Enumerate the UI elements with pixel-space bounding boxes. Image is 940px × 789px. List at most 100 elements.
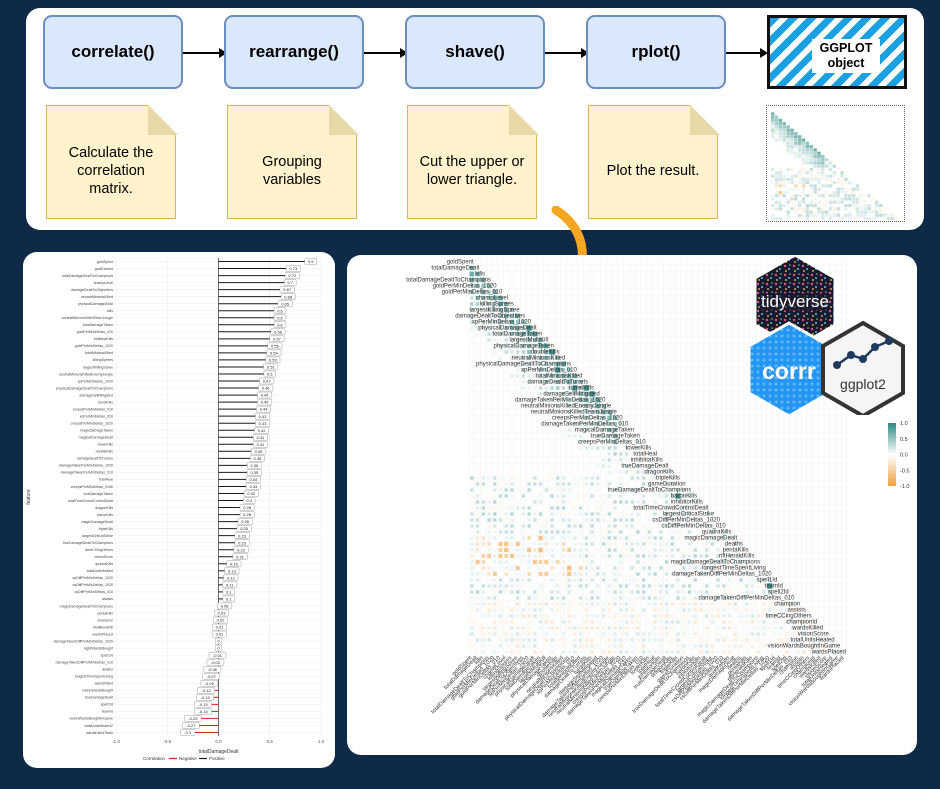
value-label-box: [258, 384, 274, 392]
value-label-box: [203, 666, 222, 673]
heatmap-cell: [647, 500, 652, 504]
heatmap-cell: [676, 602, 680, 606]
heatmap-cell: [475, 620, 480, 624]
heatmap-cell: [475, 506, 480, 510]
heatmap-cell: [538, 626, 543, 630]
row-label: inhibitorKills: [671, 500, 703, 506]
row-label: xpPerMinDeltas_010: [521, 368, 577, 374]
heatmap-cell: [538, 620, 543, 624]
thumbnail-cell: [797, 207, 802, 211]
heatmap-cell: [544, 368, 549, 372]
heatmap-cell: [630, 446, 634, 450]
heatmap-cell: [504, 482, 508, 486]
thumbnail-cell: [817, 161, 821, 165]
heatmap-cell: [745, 584, 749, 588]
thumbnail-cell: [782, 125, 787, 129]
heatmap-cell: [579, 530, 583, 534]
heatmap-cell: [487, 566, 491, 570]
thumbnail-cell: [771, 181, 775, 185]
thumbnail-cell: [828, 207, 833, 211]
heatmap-cell: [659, 494, 663, 498]
value-label: -0.15: [199, 702, 209, 707]
heatmap-cell: [556, 500, 560, 504]
heatmap-cell: [659, 530, 663, 534]
category-label: spell2Id: [101, 703, 113, 707]
value-label-box: [222, 588, 235, 596]
thumbnail-cell: [817, 213, 821, 217]
row-label: largestKillingSpree: [470, 308, 521, 314]
value-label: 0.38: [254, 456, 263, 461]
heatmap-cell: [636, 530, 640, 534]
heatmap-cell: [567, 565, 572, 571]
heatmap-cell: [642, 596, 646, 600]
thumbnail-cell: [821, 203, 825, 208]
heatmap-cell: [470, 320, 474, 324]
heatmap-cell: [521, 344, 526, 348]
thumbnail-cell: [794, 131, 798, 136]
value-label-box: [239, 504, 255, 511]
heatmap-cell: [556, 422, 560, 426]
heatmap-cell: [567, 524, 571, 528]
heatmap-cell: [544, 548, 548, 552]
heatmap-cell: [544, 343, 549, 349]
heatmap-cell: [567, 590, 571, 594]
thumbnail-cell: [878, 213, 883, 217]
heatmap-cell: [544, 638, 548, 642]
heatmap-cell: [756, 566, 760, 570]
heatmap-cell: [504, 560, 508, 564]
heatmap-cell: [590, 578, 594, 582]
heatmap-cell: [664, 512, 669, 516]
heatmap-cell: [710, 620, 715, 624]
heatmap-cell: [613, 494, 617, 498]
heatmap-cell: [510, 632, 514, 636]
heatmap-cell: [722, 620, 726, 624]
heatmap-cell: [596, 434, 600, 438]
heatmap-cell: [504, 344, 508, 348]
heatmap-cell: [487, 308, 491, 312]
heatmap-cell: [493, 590, 497, 594]
heatmap-cell: [481, 289, 486, 295]
heatmap-cell: [573, 476, 577, 480]
heatmap-cell: [624, 512, 629, 516]
heatmap-cell: [659, 518, 663, 522]
heatmap-cell: [642, 554, 646, 558]
heatmap-cell: [510, 608, 514, 612]
heatmap-cell: [624, 452, 629, 456]
heatmap-cell: [596, 644, 600, 648]
heatmap-cell: [653, 518, 657, 522]
heatmap-cell: [687, 590, 692, 594]
heatmap-cell: [527, 512, 531, 516]
value-label: 0.35: [250, 470, 259, 475]
heatmap-cell: [573, 596, 577, 600]
heatmap-cell: [653, 602, 657, 606]
thumbnail-cell: [840, 184, 844, 188]
thumbnail-cell: [778, 203, 783, 208]
thumbnail-cell: [851, 194, 856, 198]
thumbnail-cell: [851, 203, 856, 208]
heatmap-cell: [750, 620, 755, 624]
heatmap-cell: [493, 506, 497, 510]
row-label: damageTakenPerMinDeltas_1020: [515, 398, 606, 404]
heatmap-cell: [619, 488, 623, 492]
heatmap-cell: [682, 620, 686, 624]
heatmap-cell: [573, 542, 577, 546]
thumbnail-cell: [844, 177, 848, 181]
heatmap-cell: [498, 488, 503, 492]
thumbnail-cell: [778, 167, 783, 172]
heatmap-cell: [756, 650, 760, 654]
heatmap-cell: [596, 626, 600, 630]
heatmap-cell: [670, 536, 674, 540]
heatmap-cell: [802, 632, 806, 636]
heatmap-cell: [716, 572, 720, 576]
heatmap-cell: [705, 614, 709, 618]
thumbnail-cell: [797, 181, 802, 185]
heatmap-cell: [630, 548, 634, 552]
heatmap-cell: [693, 608, 697, 612]
heatmap-cell: [601, 566, 606, 570]
heatmap-cell: [624, 608, 629, 612]
heatmap-cell: [601, 458, 606, 462]
thumbnail-cell: [786, 131, 790, 136]
value-label: 0.41: [257, 442, 266, 447]
heatmap-cell: [739, 614, 743, 618]
heatmap-cell: [487, 602, 491, 606]
